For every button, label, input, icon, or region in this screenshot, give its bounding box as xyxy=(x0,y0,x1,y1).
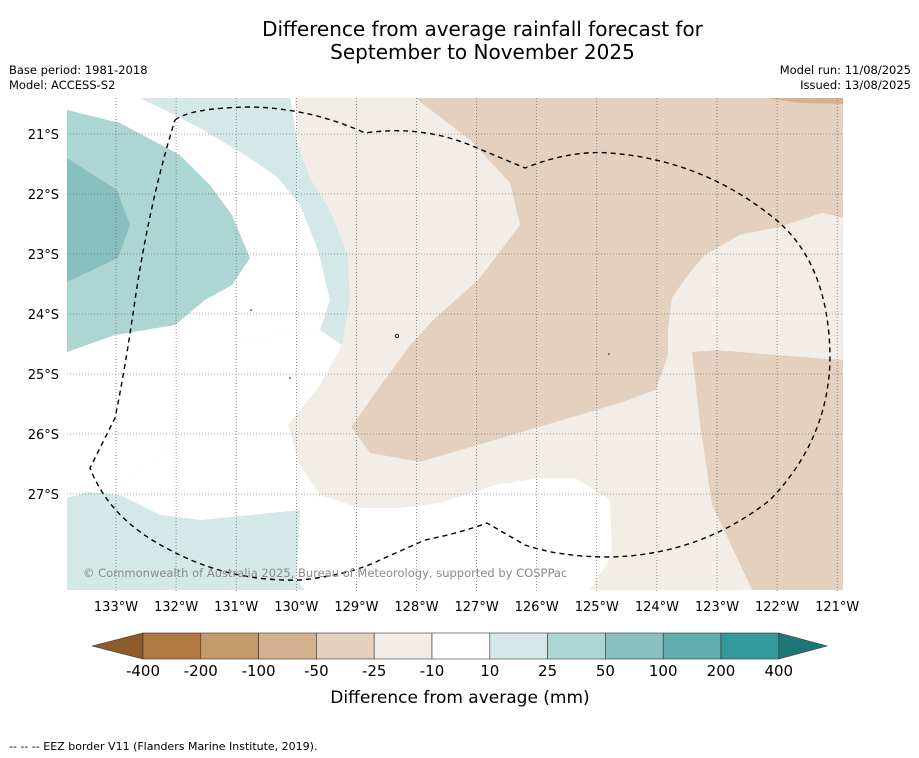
longitude-label: 126°W xyxy=(515,600,559,615)
issued-text: Issued: 13/08/2025 xyxy=(800,78,911,92)
longitude-label: 127°W xyxy=(455,600,499,615)
colorbar-segment xyxy=(316,632,375,660)
colorbar-segment xyxy=(258,632,317,660)
colorbar-label: 50 xyxy=(596,662,615,680)
latitude-label: 23°S xyxy=(28,248,59,263)
wet-zone-50-100 xyxy=(67,158,130,282)
base-period-text: Base period: 1981-2018 xyxy=(9,63,148,77)
model-run-text: Model run: 11/08/2025 xyxy=(779,63,911,77)
latitude-label: 21°S xyxy=(28,128,59,143)
colorbar-label: -10 xyxy=(420,662,445,680)
island-marker xyxy=(250,309,252,311)
dry-zone-10-25 xyxy=(288,98,843,590)
colorbar-label: -50 xyxy=(304,662,329,680)
latitude-label: 22°S xyxy=(28,188,59,203)
colorbar-label: 10 xyxy=(480,662,499,680)
latitude-label: 25°S xyxy=(28,368,59,383)
colorbar-label: 100 xyxy=(649,662,678,680)
latitude-label: 26°S xyxy=(28,428,59,443)
colorbar-segment xyxy=(720,632,780,660)
island-marker xyxy=(394,333,399,338)
colorbar-title: Difference from average (mm) xyxy=(330,688,589,708)
colorbar-extend-low xyxy=(91,632,144,660)
colorbar-segment xyxy=(547,632,606,660)
colorbar-label: -400 xyxy=(126,662,160,680)
island-marker xyxy=(289,377,291,379)
legend-footer: -- -- -- EEZ border V11 (Flanders Marine… xyxy=(9,740,318,753)
wet-zone-bottom xyxy=(67,492,305,590)
colorbar-segment xyxy=(200,632,259,660)
colorbar-label: 400 xyxy=(764,662,793,680)
colorbar xyxy=(91,632,829,660)
colorbar-label: -200 xyxy=(184,662,218,680)
meta-right: Model run: 11/08/2025 Issued: 13/08/2025 xyxy=(780,63,911,93)
latitude-label: 27°S xyxy=(28,488,59,503)
copyright-text: © Commonwealth of Australia 2025, Bureau… xyxy=(83,566,567,580)
colorbar-label: -100 xyxy=(242,662,276,680)
map-title: Difference from average rainfall forecas… xyxy=(0,18,919,64)
longitude-label: 125°W xyxy=(575,600,619,615)
near-average-bottom-left xyxy=(88,330,342,520)
colorbar-segment xyxy=(373,632,433,660)
model-text: Model: ACCESS-S2 xyxy=(9,78,116,92)
longitude-label: 122°W xyxy=(755,600,799,615)
colorbar-segment xyxy=(662,632,722,660)
dry-zone-top-corner xyxy=(765,98,843,104)
wet-zone-25-50 xyxy=(67,110,250,352)
longitude-label: 121°W xyxy=(815,600,859,615)
longitude-label: 129°W xyxy=(334,600,378,615)
title-line-1: Difference from average rainfall forecas… xyxy=(262,17,703,41)
longitude-label: 131°W xyxy=(214,600,258,615)
colorbar-segment xyxy=(605,632,664,660)
longitude-label: 132°W xyxy=(154,600,198,615)
colorbar-label: -25 xyxy=(362,662,387,680)
longitude-labels: 133°W 132°W 131°W 130°W 129°W 128°W 127°W 126°W… xyxy=(94,600,860,615)
latitude-label: 24°S xyxy=(28,308,59,323)
gridlines xyxy=(67,98,843,591)
colorbar-segment xyxy=(142,632,202,660)
latitude-labels: 21°S 22°S 23°S 24°S 25°S 26°S 27°S xyxy=(28,128,59,503)
longitude-label: 123°W xyxy=(695,600,739,615)
meta-left: Base period: 1981-2018 Model: ACCESS-S2 xyxy=(9,63,148,93)
colorbar-extend-high xyxy=(778,632,829,660)
colorbar-segment xyxy=(431,632,491,660)
colorbar-labels: -400 -200 -100 -50 -25 -10 10 25 50 100 200 400 xyxy=(126,662,793,680)
longitude-label: 128°W xyxy=(394,600,438,615)
colorbar-segment xyxy=(489,632,548,660)
longitude-label: 124°W xyxy=(635,600,679,615)
title-line-2: September to November 2025 xyxy=(330,40,635,64)
colorbar-label: 200 xyxy=(707,662,736,680)
longitude-label: 130°W xyxy=(274,600,318,615)
rainfall-map-panel: © Commonwealth of Australia 2025, Bureau… xyxy=(67,98,843,591)
colorbar-label: 25 xyxy=(538,662,557,680)
eez-border xyxy=(89,106,831,581)
longitude-label: 133°W xyxy=(94,600,138,615)
island-marker xyxy=(608,353,610,355)
